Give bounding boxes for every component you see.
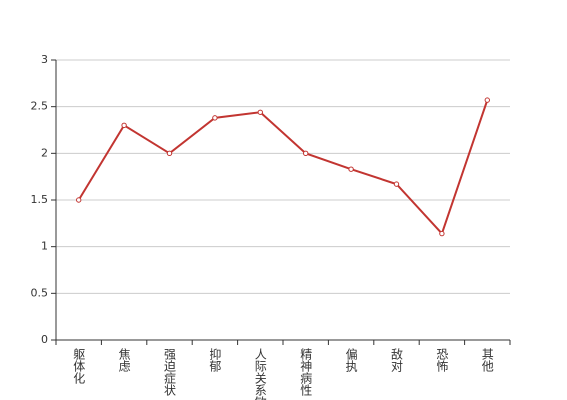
- y-tick-label: 0: [41, 333, 48, 346]
- x-tick-label: 躯体化: [72, 347, 86, 385]
- y-tick-label: 2.5: [31, 100, 49, 113]
- y-tick-label: 3: [41, 53, 48, 66]
- y-tick-label: 1: [41, 240, 48, 253]
- y-tick-label: 1.5: [31, 193, 49, 206]
- x-tick-label: 其他: [480, 348, 494, 372]
- point: [76, 197, 82, 203]
- x-tick-label: 偏执: [344, 347, 358, 373]
- point: [303, 150, 309, 157]
- point: [257, 109, 263, 115]
- y-tick-label: 2: [41, 146, 48, 159]
- y-tick-label: 0.5: [31, 286, 49, 299]
- x-tick-label: 焦虑: [117, 348, 131, 372]
- x-tick-label: 敌对: [390, 347, 404, 372]
- point: [439, 230, 445, 237]
- x-tick-label: 精神病性: [299, 348, 313, 397]
- point: [348, 166, 354, 172]
- line: [77, 99, 489, 236]
- x-tick-label: 恐怖: [435, 348, 449, 372]
- point: [484, 97, 490, 103]
- x-tick-label: 人际关系敏感: [253, 348, 267, 400]
- x-tick-label: 强迫症状: [163, 348, 177, 396]
- x-tick-label: 抑郁: [208, 347, 222, 373]
- point: [393, 181, 400, 187]
- point: [121, 122, 127, 129]
- point: [212, 115, 218, 121]
- point: [166, 150, 173, 157]
